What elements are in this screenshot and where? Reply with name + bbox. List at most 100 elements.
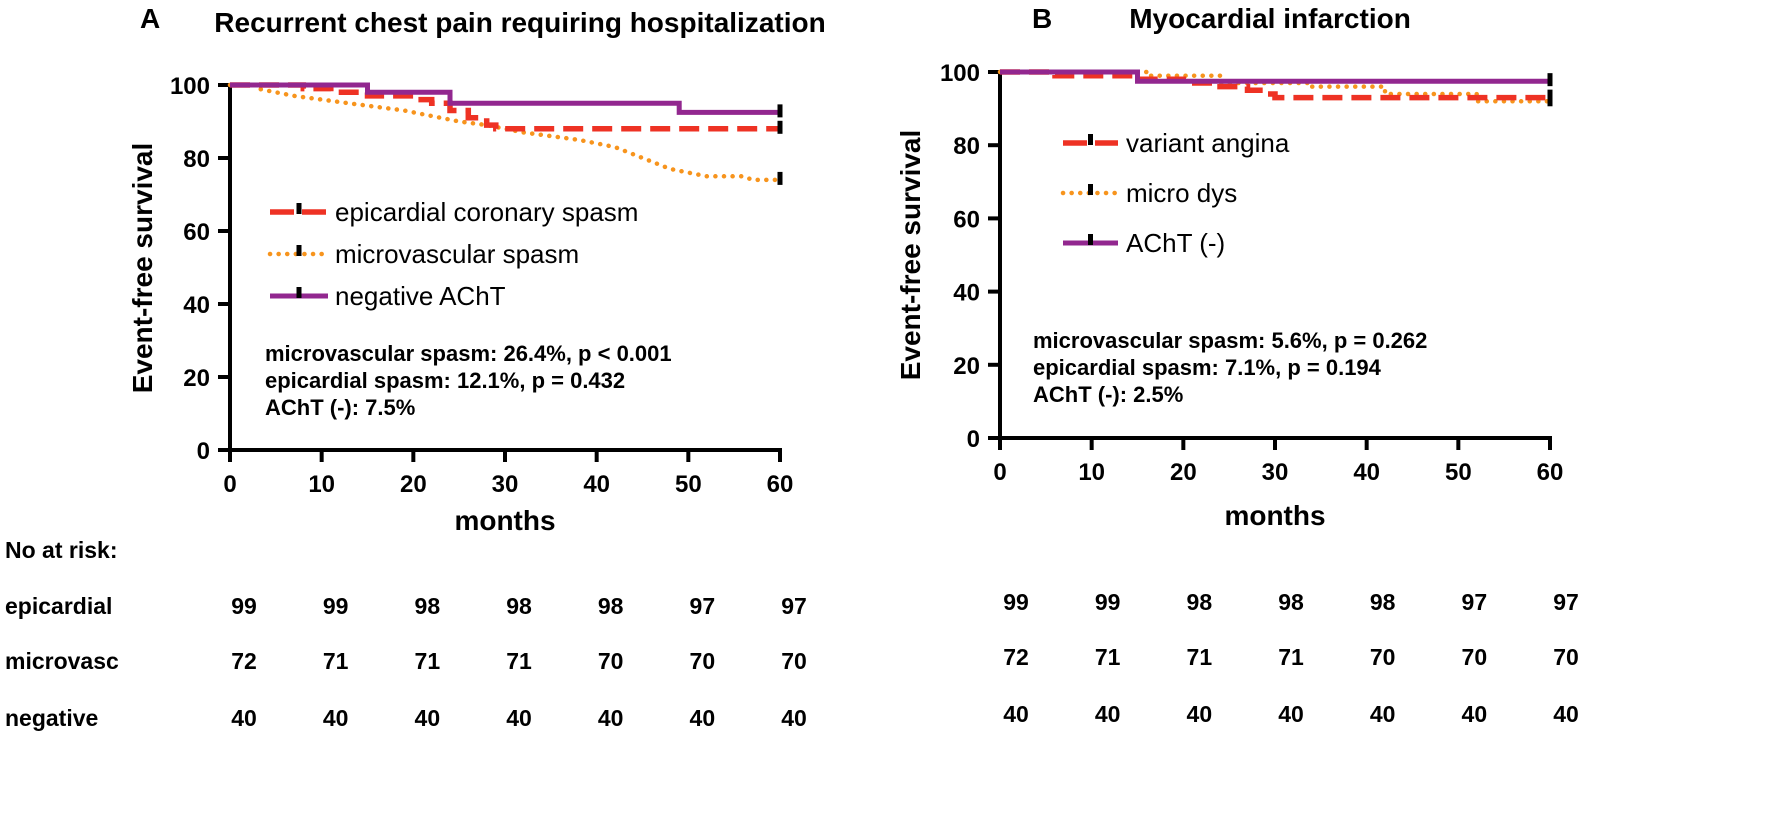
panel-b-y-tick-label: 20: [953, 353, 980, 380]
panel-a-censor-mark: [777, 104, 783, 118]
at-risk-count-a: 98: [415, 593, 441, 619]
at-risk-count-a: 40: [690, 705, 716, 731]
at-risk-count-b: 40: [1095, 701, 1121, 727]
at-risk-count-a: 72: [231, 648, 257, 674]
at-risk-count-a: 70: [598, 648, 624, 674]
at-risk-count-b: 97: [1462, 589, 1488, 615]
panel-b-chart: Myocardial infarction 0 20 40 60 80 100 0 10 20 30…: [895, 3, 1563, 531]
at-risk-count-a: 40: [506, 705, 532, 731]
panel-b-letter: B: [1032, 3, 1052, 34]
panel-a-y-tick-label: 80: [183, 146, 210, 173]
at-risk-header: No at risk:: [5, 537, 117, 563]
at-risk-count-a: 99: [323, 593, 349, 619]
at-risk-count-a: 71: [506, 648, 532, 674]
panel-b-y-axis-label: Event-free survival: [895, 130, 926, 381]
panel-a-chart: Recurrent chest pain requiring hospitali…: [127, 7, 826, 536]
panel-a-legend-label: negative AChT: [335, 281, 506, 311]
panel-a-legend-censor-mark: [296, 287, 302, 298]
panel-a-letter: A: [140, 3, 160, 34]
at-risk-count-b: 99: [1095, 589, 1121, 615]
at-risk-count-b: 70: [1462, 644, 1488, 670]
at-risk-count-b: 98: [1370, 589, 1396, 615]
at-risk-row-label: negative: [5, 705, 98, 731]
panel-a-y-tick-label: 60: [183, 219, 210, 246]
panel-a-series-microvascular-spasm: [227, 82, 783, 183]
panel-a-x-tick-label: 50: [675, 471, 702, 498]
at-risk-count-a: 40: [323, 705, 349, 731]
panel-a-censor-mark: [777, 120, 783, 134]
panel-b-x-tick-label: 0: [993, 459, 1006, 486]
panel-b-legend-label: micro dys: [1126, 178, 1237, 208]
at-risk-count-b: 40: [1370, 701, 1396, 727]
panel-b-y-tick-label: 100: [940, 60, 980, 87]
at-risk-count-b: 99: [1003, 589, 1029, 615]
at-risk-count-a: 98: [506, 593, 532, 619]
panel-b-x-tick-label: 10: [1078, 459, 1105, 486]
at-risk-count-b: 40: [1187, 701, 1213, 727]
panel-b-legend-censor-mark: [1088, 134, 1093, 145]
at-risk-count-b: 70: [1370, 644, 1396, 670]
panel-b-stat-line: epicardial spasm: 7.1%, p = 0.194: [1033, 355, 1382, 380]
at-risk-count-b: 40: [1278, 701, 1304, 727]
at-risk-count-a: 71: [323, 648, 349, 674]
panel-b-x-tick-label: 60: [1537, 459, 1564, 486]
panel-a-legend-label: epicardial coronary spasm: [335, 197, 638, 227]
panel-b-y-tick-label: 0: [967, 426, 980, 453]
panel-a-x-tick-label: 10: [308, 471, 335, 498]
at-risk-count-b: 71: [1187, 644, 1213, 670]
at-risk-table: No at risk: epicardial 99 99 99 99 98 98 98 98 98 9…: [5, 537, 1579, 731]
panel-b-y-tick-label: 40: [953, 280, 980, 307]
panel-b-stat-line: AChT (-): 2.5%: [1033, 382, 1183, 407]
at-risk-count-a: 40: [415, 705, 441, 731]
at-risk-count-a: 70: [781, 648, 807, 674]
at-risk-count-b: 98: [1278, 589, 1304, 615]
at-risk-row-label: epicardial: [5, 593, 112, 619]
at-risk-count-a: 40: [598, 705, 624, 731]
at-risk-count-a: 99: [231, 593, 257, 619]
panel-b-legend-label: variant angina: [1126, 128, 1290, 158]
panel-b-x-tick-label: 50: [1445, 459, 1472, 486]
panel-a-legend-censor-mark: [296, 245, 302, 256]
panel-a-legend-label: microvascular spasm: [335, 239, 579, 269]
panel-a-censor-mark: [777, 171, 783, 185]
at-risk-count-b: 97: [1553, 589, 1579, 615]
panel-a-x-tick-label: 0: [223, 471, 236, 498]
panel-a-x-tick-label: 60: [767, 471, 794, 498]
panel-b-x-tick-label: 30: [1262, 459, 1289, 486]
at-risk-count-a: 97: [781, 593, 807, 619]
panel-a-series-epicardial-coronary-spasm: [230, 82, 780, 132]
panel-b-y-tick-label: 60: [953, 206, 980, 233]
panel-a-x-tick-label: 40: [583, 471, 610, 498]
panel-b-x-tick-label: 20: [1170, 459, 1197, 486]
panel-a-y-tick-label: 40: [183, 292, 210, 319]
at-risk-count-b: 71: [1278, 644, 1304, 670]
at-risk-count-a: 40: [781, 705, 807, 731]
at-risk-count-b: 40: [1553, 701, 1579, 727]
panel-a-stat-line: microvascular spasm: 26.4%, p < 0.001: [265, 341, 672, 366]
panel-a-series-negative-acht: [230, 82, 780, 115]
panel-b-y-tick-label: 80: [953, 133, 980, 160]
at-risk-count-b: 72: [1003, 644, 1029, 670]
at-risk-count-b: 40: [1462, 701, 1488, 727]
panel-b-title: Myocardial infarction: [1129, 3, 1411, 34]
panel-a-title: Recurrent chest pain requiring hospitali…: [214, 7, 825, 38]
panel-b-x-axis-label: months: [1224, 500, 1325, 531]
panel-a-y-axis-label: Event-free survival: [127, 143, 158, 394]
panel-a-stat-line: AChT (-): 7.5%: [265, 395, 415, 420]
panel-b-x-tick-label: 40: [1353, 459, 1380, 486]
at-risk-count-b: 98: [1187, 589, 1213, 615]
panel-b-stat-line: microvascular spasm: 5.6%, p = 0.262: [1033, 328, 1427, 353]
panel-b-censor-mark: [1547, 89, 1553, 103]
at-risk-count-b: 40: [1003, 701, 1029, 727]
at-risk-count-a: 71: [415, 648, 441, 674]
panel-a-y-tick-label: 20: [183, 365, 210, 392]
panel-a-y-tick-label: 100: [170, 73, 210, 100]
panel-a-y-tick-label: 0: [197, 438, 210, 465]
panel-b-series-acht: [1000, 69, 1550, 84]
at-risk-count-b: 70: [1553, 644, 1579, 670]
at-risk-count-a: 40: [231, 705, 257, 731]
panel-b-censor-mark: [1547, 73, 1553, 87]
panel-a-x-tick-label: 30: [492, 471, 519, 498]
panel-b-series-variant-angina: [1000, 69, 1550, 101]
